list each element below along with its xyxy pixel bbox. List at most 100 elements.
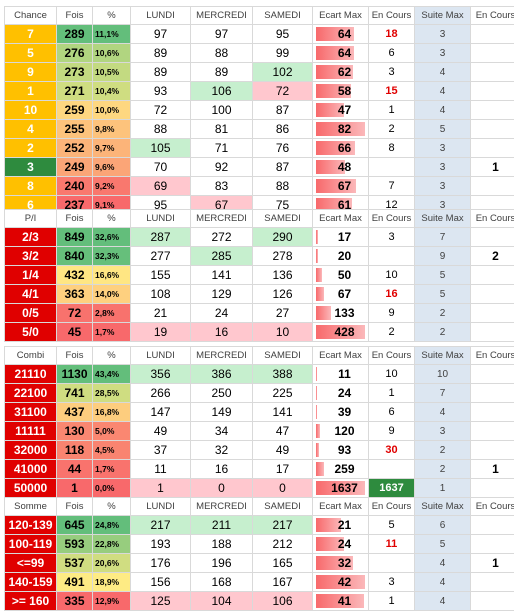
en-cours-total: [471, 63, 514, 82]
samedi-value: 217: [253, 516, 313, 535]
samedi-value: 87: [253, 158, 313, 177]
samedi-value: 165: [253, 554, 313, 573]
ecart-max-cell: 39: [313, 403, 369, 422]
en-cours-value: 15: [369, 82, 415, 101]
header-pct: %: [93, 498, 131, 516]
row-label: 5/0: [5, 323, 57, 342]
samedi-value: 141: [253, 403, 313, 422]
percent-value: 10,0%: [93, 101, 131, 120]
mercredi-value: 88: [191, 44, 253, 63]
header-en-cours-total: En Cours: [471, 210, 514, 228]
en-cours-total: [471, 384, 514, 403]
ecart-max-cell: 66: [313, 139, 369, 158]
ecart-max-cell: 133: [313, 304, 369, 323]
ecart-bar-wrap: 17: [316, 230, 365, 244]
lundi-value: 217: [131, 516, 191, 535]
en-cours-total: [471, 228, 514, 247]
en-cours-value: [369, 554, 415, 573]
en-cours-value: 1: [369, 384, 415, 403]
lundi-value: 356: [131, 365, 191, 384]
en-cours-total: [471, 516, 514, 535]
ecart-max-value: 21: [316, 518, 365, 532]
ecart-max-cell: 24: [313, 384, 369, 403]
suite-max-value: 5: [415, 266, 471, 285]
fois-value: 118: [57, 441, 93, 460]
en-cours-value: 7: [369, 177, 415, 196]
ecart-max-value: 58: [316, 84, 365, 98]
row-label: 100-119: [5, 535, 57, 554]
row-label: 22100: [5, 384, 57, 403]
row-label: 50000: [5, 479, 57, 498]
ecart-bar-wrap: 50: [316, 268, 365, 282]
header-suite-max: Suite Max: [415, 498, 471, 516]
header-mercredi: MERCREDI: [191, 498, 253, 516]
row-label: >= 160: [5, 592, 57, 611]
suite-max-value: 7: [415, 228, 471, 247]
row-label: 3/2: [5, 247, 57, 266]
en-cours-value: 5: [369, 516, 415, 535]
mercredi-value: 168: [191, 573, 253, 592]
lundi-value: 155: [131, 266, 191, 285]
header-fois: Fois: [57, 498, 93, 516]
suite-max-value: 2: [415, 441, 471, 460]
lundi-value: 287: [131, 228, 191, 247]
mercredi-value: 24: [191, 304, 253, 323]
fois-value: 252: [57, 139, 93, 158]
header-ecart-max: Ecart Max: [313, 7, 369, 25]
percent-value: 43,4%: [93, 365, 131, 384]
row-label: 10: [5, 101, 57, 120]
samedi-value: 102: [253, 63, 313, 82]
ecart-max-value: 42: [316, 575, 365, 589]
lundi-value: 97: [131, 25, 191, 44]
ecart-max-value: 48: [316, 160, 365, 174]
mercredi-value: 97: [191, 25, 253, 44]
samedi-value: 87: [253, 101, 313, 120]
header-en-cours: En Cours: [369, 7, 415, 25]
suite-max-value: 5: [415, 535, 471, 554]
row-label: 2/3: [5, 228, 57, 247]
fois-value: 437: [57, 403, 93, 422]
ecart-max-cell: 259: [313, 460, 369, 479]
row-label: 9: [5, 63, 57, 82]
suite-max-value: 2: [415, 323, 471, 342]
section-title: P/I: [5, 210, 57, 228]
lundi-value: 89: [131, 63, 191, 82]
suite-max-value: 3: [415, 177, 471, 196]
ecart-max-value: 64: [316, 46, 365, 60]
suite-max-value: 6: [415, 516, 471, 535]
lundi-value: 266: [131, 384, 191, 403]
header-lundi: LUNDI: [131, 498, 191, 516]
lundi-value: 69: [131, 177, 191, 196]
row-label: 0/5: [5, 304, 57, 323]
mercredi-value: 89: [191, 63, 253, 82]
en-cours-total: [471, 592, 514, 611]
ecart-max-cell: 32: [313, 554, 369, 573]
header-samedi: SAMEDI: [253, 210, 313, 228]
header-en-cours: En Cours: [369, 498, 415, 516]
suite-max-value: 4: [415, 403, 471, 422]
percent-value: 9,7%: [93, 139, 131, 158]
ecart-max-cell: 17: [313, 228, 369, 247]
ecart-max-value: 133: [316, 306, 365, 320]
mercredi-value: 16: [191, 323, 253, 342]
ecart-max-value: 24: [316, 537, 365, 551]
samedi-value: 126: [253, 285, 313, 304]
header-en-cours: En Cours: [369, 347, 415, 365]
lundi-value: 49: [131, 422, 191, 441]
percent-value: 9,8%: [93, 120, 131, 139]
fois-value: 335: [57, 592, 93, 611]
ecart-max-cell: 11: [313, 365, 369, 384]
en-cours-total: [471, 82, 514, 101]
header-fois: Fois: [57, 7, 93, 25]
ecart-bar-wrap: 67: [316, 287, 365, 301]
row-label: 2: [5, 139, 57, 158]
ecart-max-cell: 41: [313, 592, 369, 611]
